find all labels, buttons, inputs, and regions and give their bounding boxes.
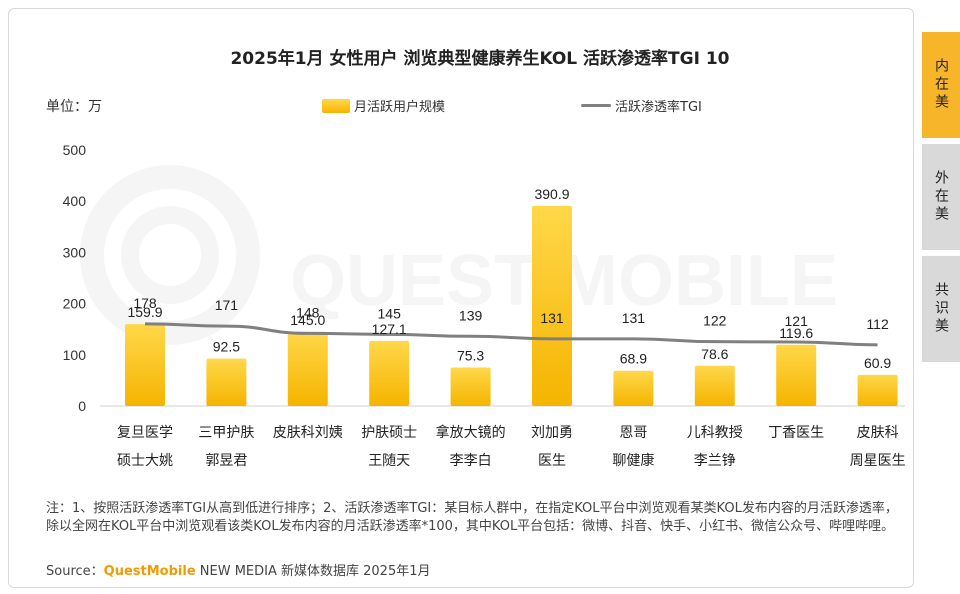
x-category-label: 拿放大镜的 xyxy=(436,424,506,441)
x-category-label: 王随天 xyxy=(368,453,410,469)
tgi-value-label: 131 xyxy=(540,310,564,326)
tgi-line xyxy=(144,322,878,347)
tgi-value-label: 121 xyxy=(785,313,809,329)
tab-outer-beauty[interactable]: 外在美 xyxy=(922,144,960,250)
bar-value-label: 68.9 xyxy=(620,351,647,367)
x-category-label: 三甲护肤 xyxy=(198,425,254,441)
bar xyxy=(776,344,817,406)
bar xyxy=(369,340,410,406)
source-brand: QuestMobile xyxy=(103,564,196,579)
tgi-value-label: 171 xyxy=(215,297,239,313)
x-category-label: 医生 xyxy=(538,453,566,469)
legend-line-label: 活跃渗透率TGI xyxy=(615,100,702,115)
bar-value-label: 127.1 xyxy=(372,321,407,337)
bar xyxy=(450,367,491,406)
bar-value-label: 159.9 xyxy=(127,304,162,320)
x-category-label: 护肤硕士 xyxy=(361,425,417,441)
x-category-label: 聊健康 xyxy=(612,452,654,469)
x-category-label: 皮肤科刘姨 xyxy=(273,425,343,441)
x-category-label: 李兰铮 xyxy=(694,453,736,469)
tgi-value-label: 139 xyxy=(459,307,483,323)
tgi-value-label: 178 xyxy=(133,295,157,311)
source-label: Source： xyxy=(46,564,104,579)
bar xyxy=(857,374,898,406)
x-category-label: 刘加勇 xyxy=(531,425,573,441)
legend-bar-swatch xyxy=(322,98,350,113)
footnote: 注：1、按照活跃渗透率TGI从高到低进行排序；2、活跃渗透率TGI：某目标人群中… xyxy=(46,501,898,534)
tab-consensus-beauty[interactable]: 共识美 xyxy=(922,256,960,362)
x-category-label: 复旦医学 xyxy=(117,424,173,441)
bar-value-label: 78.6 xyxy=(701,346,728,362)
bar-value-label: 60.9 xyxy=(864,355,891,371)
bar-value-label: 75.3 xyxy=(457,347,484,363)
bar xyxy=(125,324,165,406)
unit-label: 单位：万 xyxy=(46,99,102,115)
bar-value-label: 390.9 xyxy=(534,186,569,202)
tgi-value-label: 112 xyxy=(866,316,889,332)
x-category-label: 丁香医生 xyxy=(768,425,824,441)
x-category-label: 硕士大姚 xyxy=(117,453,173,469)
bar-value-label: 119.6 xyxy=(779,325,813,341)
bar xyxy=(694,365,735,406)
tgi-value-label: 145 xyxy=(378,305,402,321)
x-category-label: 皮肤科 xyxy=(857,425,899,441)
bar-value-label: 92.5 xyxy=(213,339,240,355)
bar xyxy=(532,205,572,406)
y-tick-label: 200 xyxy=(63,296,87,312)
x-category-label: 儿科教授 xyxy=(687,425,743,441)
source-line: Source：QuestMobile NEW MEDIA 新媒体数据库 2025… xyxy=(46,560,431,579)
legend-line-swatch xyxy=(581,104,611,107)
tgi-value-label: 131 xyxy=(622,310,646,326)
y-tick-label: 300 xyxy=(63,244,87,260)
x-category-label: 郭昱君 xyxy=(205,452,247,469)
tgi-value-label: 148 xyxy=(296,304,320,320)
bar xyxy=(206,358,247,406)
chart-title: 2025年1月 女性用户 浏览典型健康养生KOL 活跃渗透率TGI 10 xyxy=(230,49,730,69)
x-category-label: 恩哥 xyxy=(619,425,647,441)
legend-bar: 月活跃用户规模 xyxy=(322,96,445,115)
x-category-label: 李李白 xyxy=(450,453,492,469)
tgi-value-label: 122 xyxy=(703,313,727,329)
bar xyxy=(287,331,328,406)
bar xyxy=(613,370,654,406)
y-tick-label: 400 xyxy=(63,193,87,209)
x-category-label: 周星医生 xyxy=(850,453,906,469)
y-tick-label: 100 xyxy=(63,347,87,363)
bar-value-label: 145.0 xyxy=(290,312,325,328)
tab-inner-beauty[interactable]: 内在美 xyxy=(922,32,960,138)
y-tick-label: 500 xyxy=(63,142,87,158)
source-text: NEW MEDIA 新媒体数据库 2025年1月 xyxy=(195,564,431,579)
legend-line: 活跃渗透率TGI xyxy=(581,96,702,115)
chart-frame xyxy=(8,8,914,588)
legend-bar-label: 月活跃用户规模 xyxy=(354,100,446,115)
y-tick-label: 0 xyxy=(78,398,86,414)
